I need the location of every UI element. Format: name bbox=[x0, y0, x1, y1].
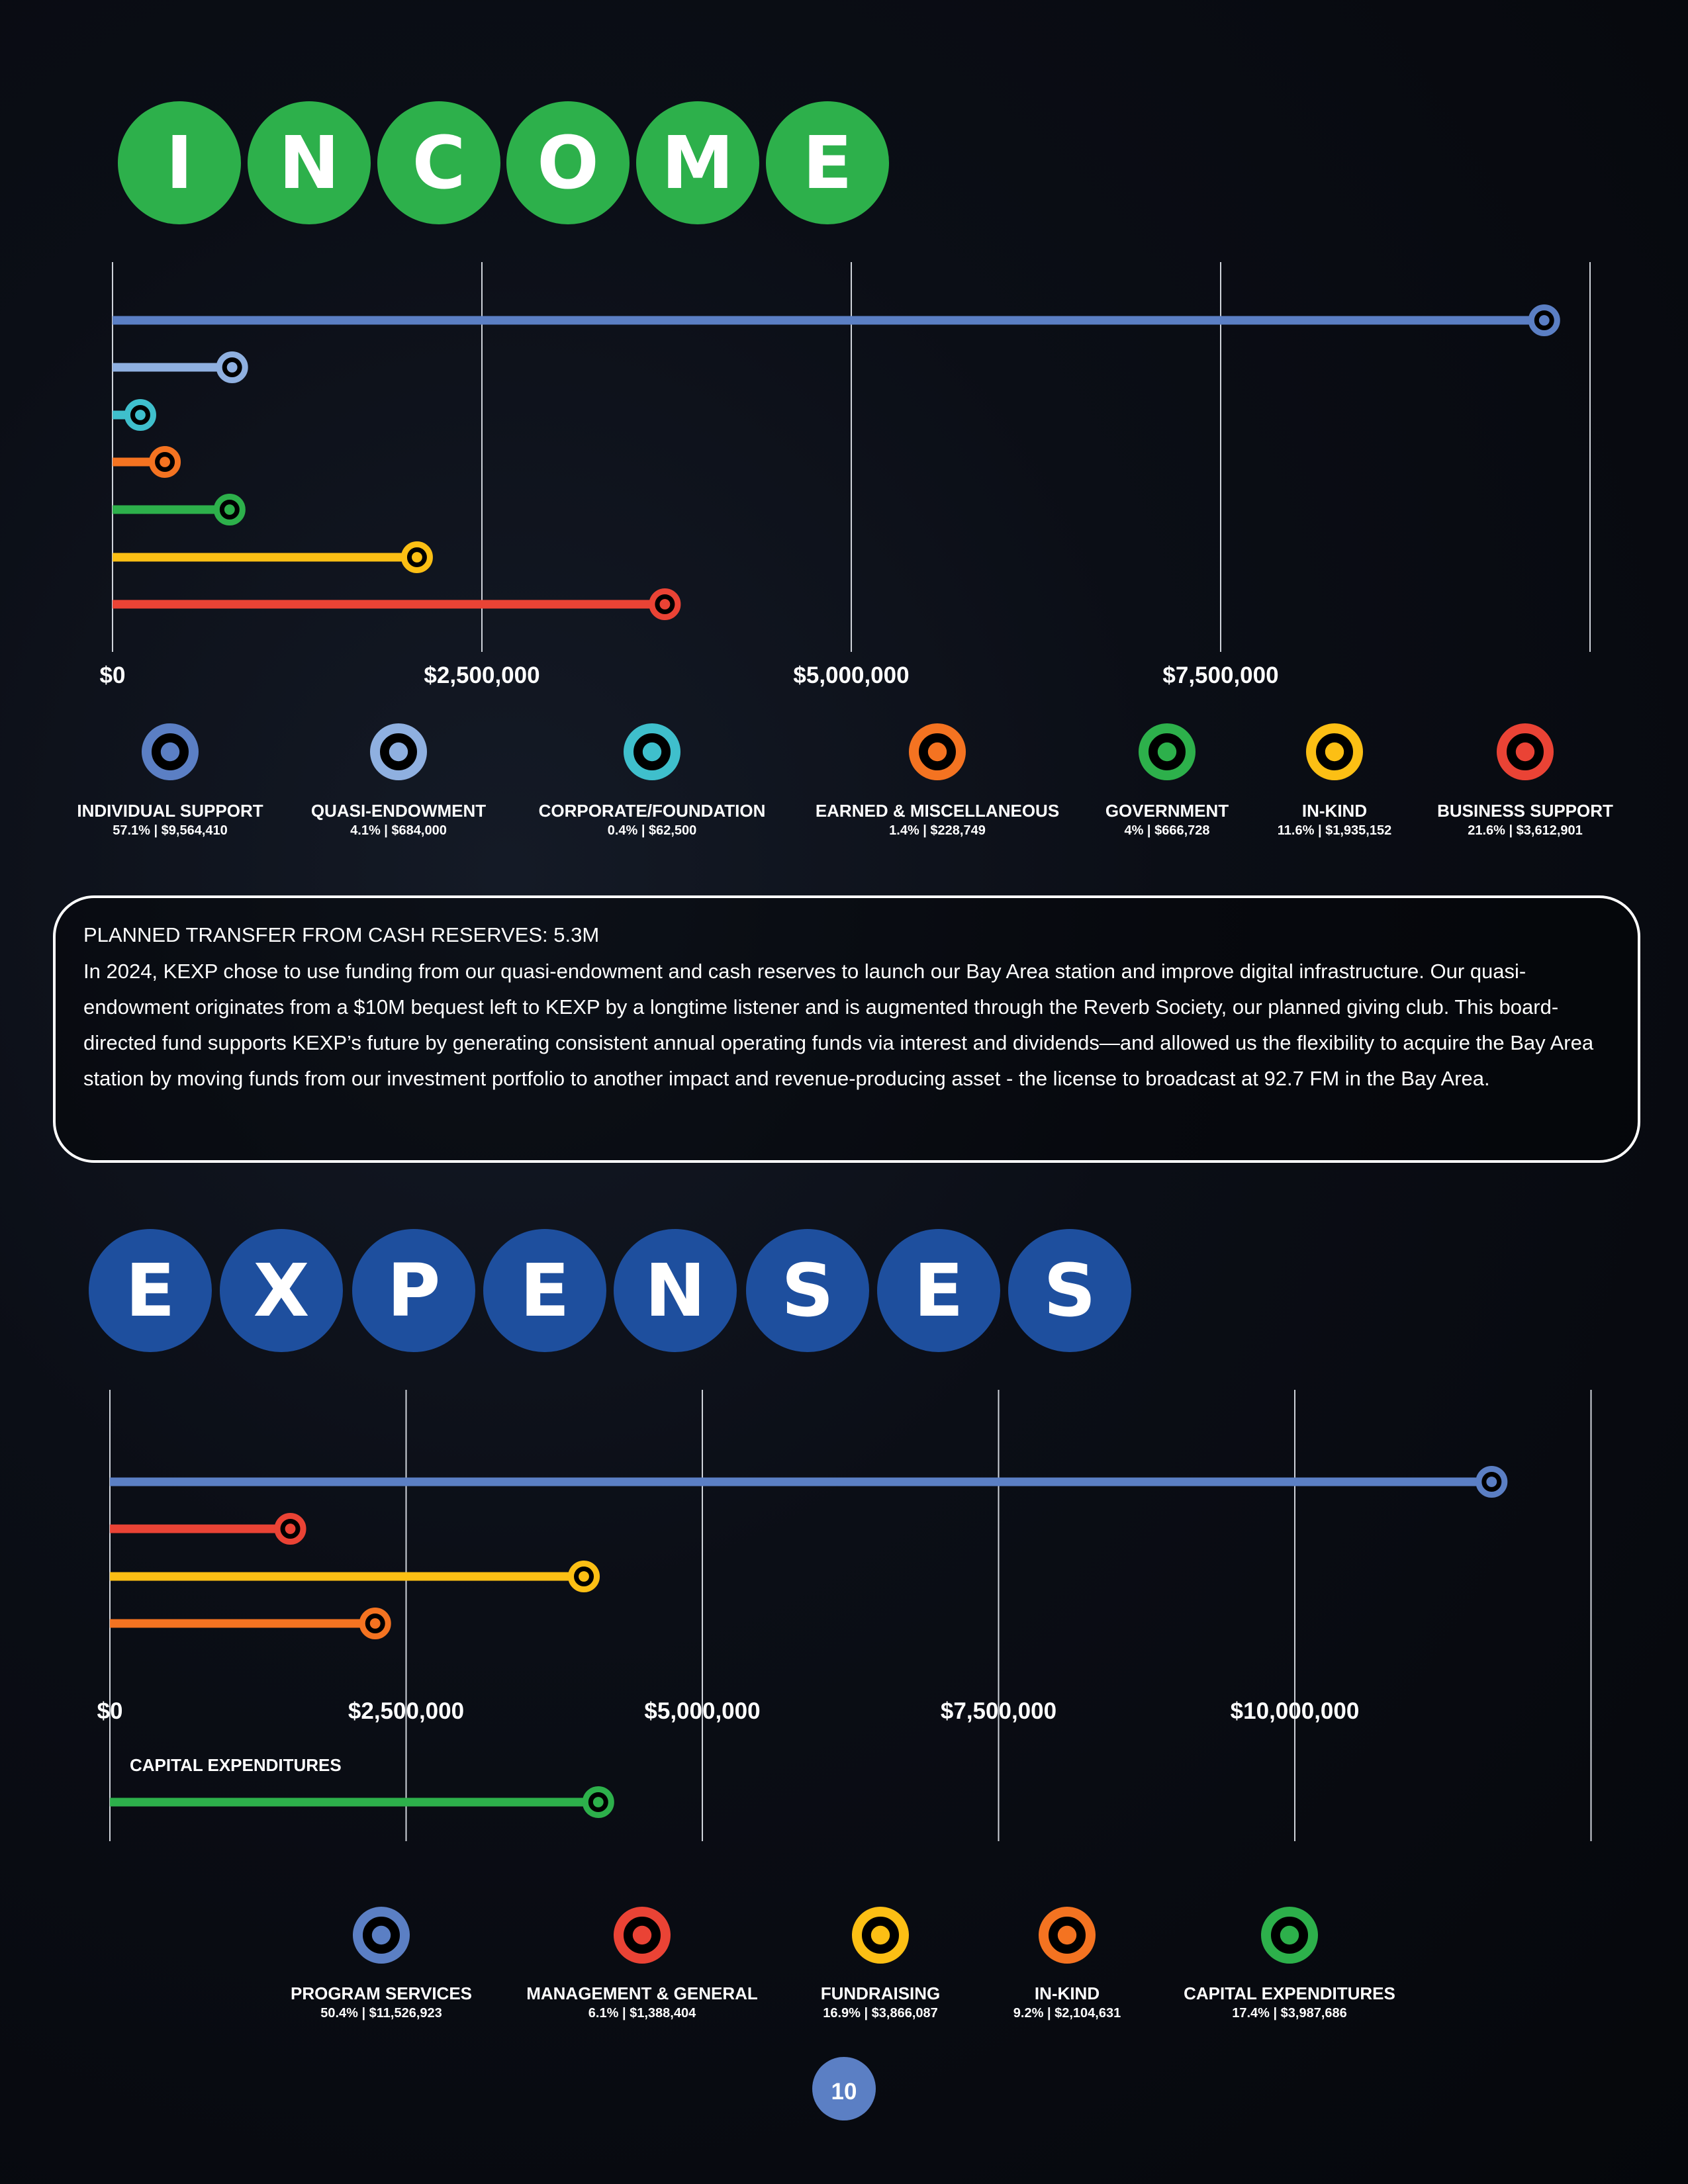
expenses-legend-label: MANAGEMENT & GENERAL bbox=[526, 1983, 758, 2003]
income-legend-icon-dot bbox=[1325, 742, 1344, 762]
expenses-title-letter: X bbox=[254, 1248, 310, 1333]
expenses-title-circle bbox=[1008, 1229, 1131, 1352]
expenses-legend-value: 50.4% | $11,526,923 bbox=[320, 2006, 442, 2021]
income-x-tick: $7,500,000 bbox=[1162, 662, 1278, 688]
income-legend-icon-dot bbox=[642, 742, 662, 762]
expenses-bar-marker-dot bbox=[369, 1618, 381, 1629]
expenses-bar-marker-dot bbox=[579, 1571, 589, 1582]
income-bar-marker-dot bbox=[412, 552, 422, 563]
income-title-circle bbox=[118, 101, 241, 224]
income-legend-value: 4% | $666,728 bbox=[1124, 823, 1209, 838]
income-title-circle bbox=[636, 101, 759, 224]
note-title: PLANNED TRANSFER FROM CASH RESERVES: 5.3… bbox=[83, 923, 600, 946]
income-legend-value: 0.4% | $62,500 bbox=[608, 823, 697, 838]
expenses-legend-value: 9.2% | $2,104,631 bbox=[1013, 2006, 1121, 2021]
income-legend-icon-dot bbox=[389, 742, 408, 762]
expenses-legend-label: CAPITAL EXPENDITURES bbox=[1184, 1983, 1395, 2003]
capital-expenditures-row-label: CAPITAL EXPENDITURES bbox=[130, 1755, 342, 1775]
expenses-title-circle bbox=[614, 1229, 737, 1352]
income-x-tick: $2,500,000 bbox=[424, 662, 539, 688]
expenses-x-tick: $7,500,000 bbox=[941, 1698, 1056, 1724]
income-legend-label: QUASI-ENDOWMENT bbox=[311, 801, 486, 821]
expenses-bar-marker-dot bbox=[285, 1524, 296, 1534]
income-legend-label: BUSINESS SUPPORT bbox=[1437, 801, 1613, 821]
income-x-tick: $0 bbox=[100, 662, 126, 688]
income-legend-value: 1.4% | $228,749 bbox=[889, 823, 986, 838]
expenses-bar-marker-dot bbox=[1486, 1477, 1497, 1487]
expenses-title-letter: E bbox=[520, 1248, 569, 1333]
income-title-letter: M bbox=[661, 120, 733, 205]
income-legend-value: 4.1% | $684,000 bbox=[350, 823, 447, 838]
income-bar-marker-dot bbox=[659, 599, 671, 610]
income-title-letter: C bbox=[412, 120, 466, 205]
income-bar-marker-dot bbox=[226, 362, 238, 373]
expenses-x-tick: $5,000,000 bbox=[644, 1698, 760, 1724]
income-title-letter: I bbox=[166, 120, 193, 205]
expenses-x-tick: $0 bbox=[97, 1698, 123, 1724]
tick-band bbox=[93, 1684, 1615, 1751]
expenses-title-circle bbox=[89, 1229, 212, 1352]
income-title-circle bbox=[248, 101, 371, 224]
income-legend-label: EARNED & MISCELLANEOUS bbox=[816, 801, 1059, 821]
expenses-legend-icon-dot bbox=[632, 1925, 652, 1945]
expenses-x-tick: $10,000,000 bbox=[1231, 1698, 1360, 1724]
expenses-legend-value: 6.1% | $1,388,404 bbox=[588, 2006, 696, 2021]
income-title-letter: O bbox=[537, 120, 599, 205]
expenses-title-circle bbox=[220, 1229, 343, 1352]
income-legend-icon-dot bbox=[1515, 742, 1535, 762]
expenses-legend-value: 16.9% | $3,866,087 bbox=[823, 2006, 938, 2021]
expenses-legend-label: FUNDRAISING bbox=[821, 1983, 941, 2003]
income-legend-label: GOVERNMENT bbox=[1105, 801, 1229, 821]
expenses-legend-icon-dot bbox=[1280, 1925, 1299, 1945]
income-title-circle bbox=[377, 101, 500, 224]
expenses-legend-label: IN-KIND bbox=[1035, 1983, 1100, 2003]
income-legend-icon-dot bbox=[160, 742, 180, 762]
income-bar-marker-dot bbox=[224, 504, 235, 515]
expenses-title-letter: E bbox=[914, 1248, 963, 1333]
page-number: 10 bbox=[831, 2079, 857, 2105]
income-legend-value: 21.6% | $3,612,901 bbox=[1468, 823, 1583, 838]
expenses-title-letter: S bbox=[1043, 1248, 1096, 1333]
expenses-x-tick: $2,500,000 bbox=[348, 1698, 464, 1724]
expenses-title-letter: N bbox=[645, 1248, 706, 1333]
cash-reserves-note: PLANNED TRANSFER FROM CASH RESERVES: 5.3… bbox=[53, 895, 1640, 1163]
income-legend-icon-dot bbox=[1157, 742, 1177, 762]
income-legend-label: CORPORATE/FOUNDATION bbox=[539, 801, 766, 821]
income-legend-value: 57.1% | $9,564,410 bbox=[113, 823, 228, 838]
expenses-legend-value: 17.4% | $3,987,686 bbox=[1232, 2006, 1347, 2021]
income-legend-value: 11.6% | $1,935,152 bbox=[1278, 823, 1391, 838]
income-bar-marker-dot bbox=[1538, 315, 1550, 326]
income-legend-label: INDIVIDUAL SUPPORT bbox=[77, 801, 263, 821]
expenses-title-letter: S bbox=[781, 1248, 833, 1333]
expenses-title-circle bbox=[352, 1229, 475, 1352]
income-legend-icon-dot bbox=[927, 742, 947, 762]
income-title-circle bbox=[766, 101, 889, 224]
income-title-letter: N bbox=[279, 120, 340, 205]
expenses-legend-icon-dot bbox=[1057, 1925, 1077, 1945]
income-legend-label: IN-KIND bbox=[1302, 801, 1367, 821]
expenses-legend-icon-dot bbox=[870, 1925, 890, 1945]
income-x-tick: $5,000,000 bbox=[793, 662, 909, 688]
expenses-legend-icon-dot bbox=[371, 1925, 391, 1945]
note-body: In 2024, KEXP chose to use funding from … bbox=[83, 960, 1594, 1090]
income-bar-marker-dot bbox=[135, 410, 146, 420]
expenses-bar-marker-dot bbox=[592, 1797, 604, 1807]
expenses-title-circle bbox=[877, 1229, 1000, 1352]
income-title-circle bbox=[506, 101, 630, 224]
income-bar-marker-dot bbox=[160, 457, 170, 467]
income-title-letter: E bbox=[802, 120, 852, 205]
expenses-title-circle bbox=[746, 1229, 869, 1352]
expenses-title-letter: P bbox=[387, 1248, 441, 1333]
expenses-legend-label: PROGRAM SERVICES bbox=[291, 1983, 472, 2003]
page-number-badge bbox=[812, 2057, 876, 2120]
expenses-title-letter: E bbox=[125, 1248, 175, 1333]
expenses-title-circle bbox=[483, 1229, 606, 1352]
